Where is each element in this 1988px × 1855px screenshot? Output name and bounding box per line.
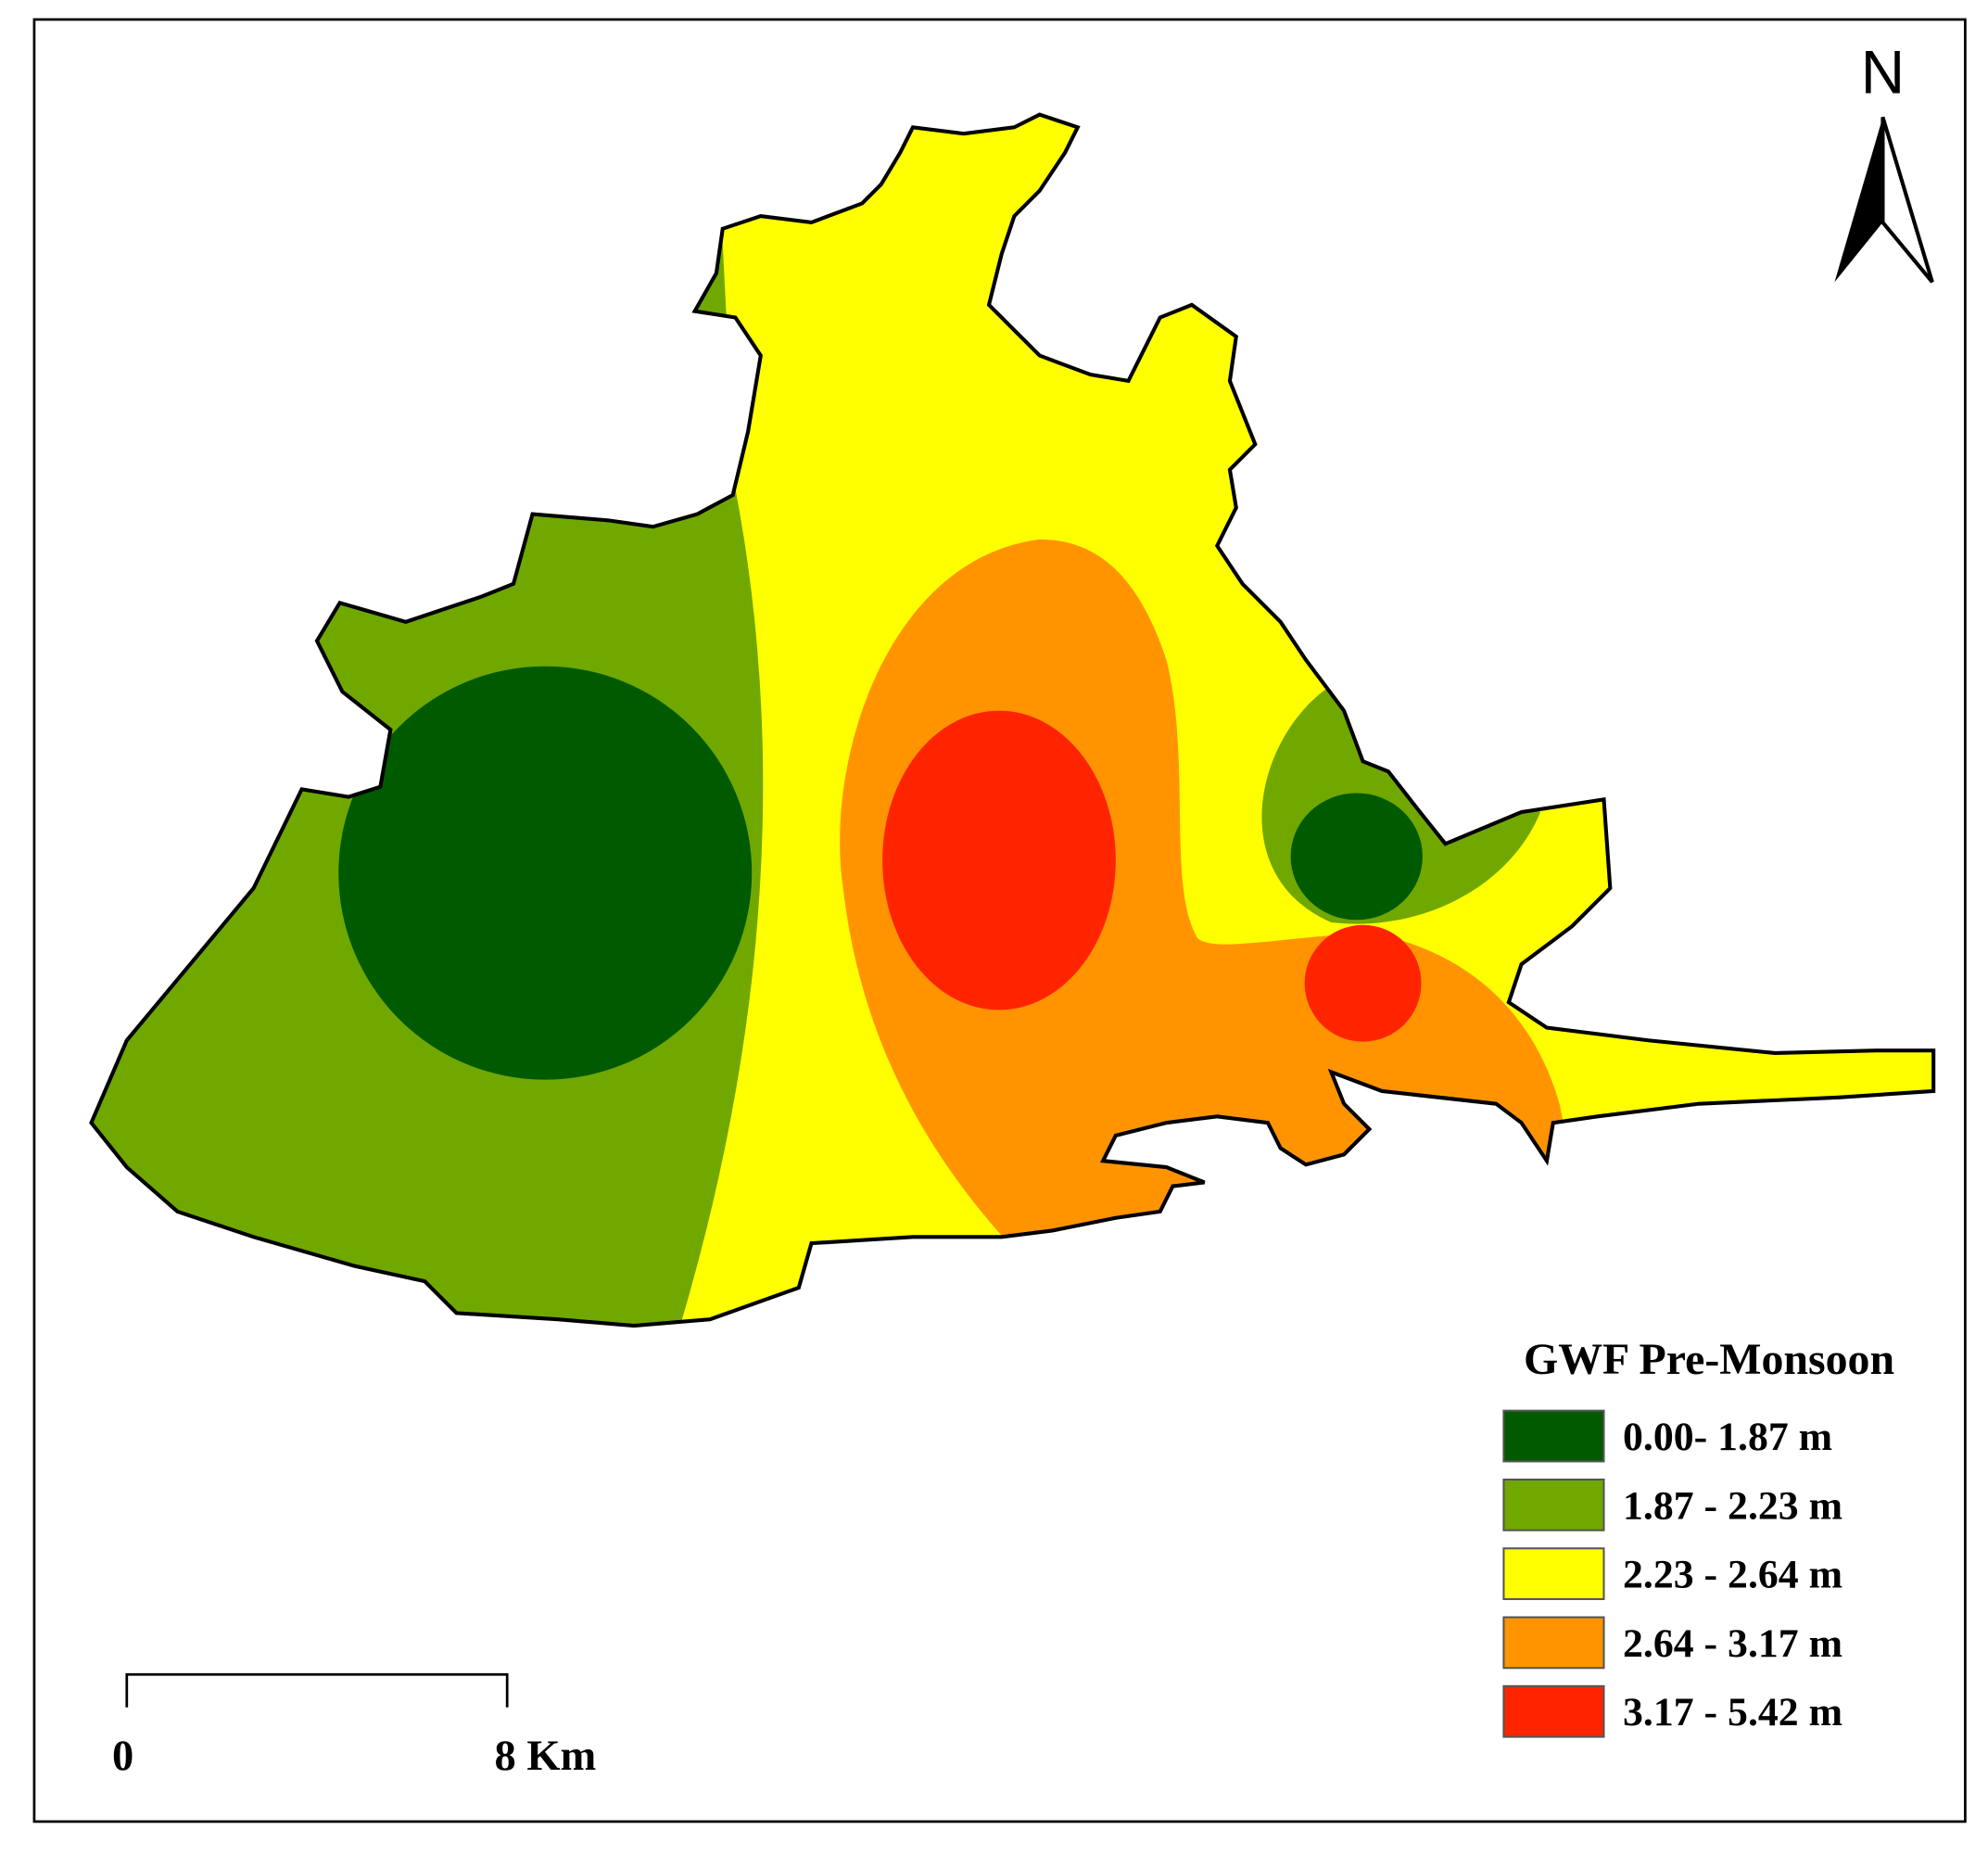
legend-swatch <box>1502 1616 1605 1670</box>
zone-fill <box>1304 924 1422 1042</box>
scale-label: 8 Km <box>495 1733 597 1780</box>
zone-fill <box>1290 793 1423 921</box>
legend-swatch <box>1502 1409 1605 1463</box>
scale-bar: 0 8 Km <box>112 1672 597 1780</box>
legend-title: GWF Pre-Monsoon <box>1524 1335 1894 1384</box>
legend-swatch <box>1502 1547 1605 1601</box>
legend-label: 0.00- 1.87 m <box>1623 1415 1832 1459</box>
legend-swatch <box>1502 1478 1605 1531</box>
legend-label: 3.17 - 5.42 m <box>1623 1690 1842 1734</box>
legend: GWF Pre-Monsoon 0.00- 1.87 m 1.87 - 2.23 … <box>1502 1335 1894 1738</box>
north-arrow-left <box>1834 117 1883 283</box>
legend-label: 2.64 - 3.17 m <box>1623 1621 1842 1666</box>
north-arrow-right <box>1880 116 1934 284</box>
north-arrow: N <box>1834 38 1934 284</box>
north-label: N <box>1861 38 1905 106</box>
zone-fill <box>882 710 1116 1010</box>
legend-label: 1.87 - 2.23 m <box>1623 1483 1842 1528</box>
legend-swatch <box>1502 1684 1605 1738</box>
scale-label: 0 <box>112 1733 133 1780</box>
legend-label: 2.23 - 2.64 m <box>1623 1553 1842 1597</box>
scale-line <box>125 1672 509 1708</box>
zone-fill <box>338 666 753 1080</box>
